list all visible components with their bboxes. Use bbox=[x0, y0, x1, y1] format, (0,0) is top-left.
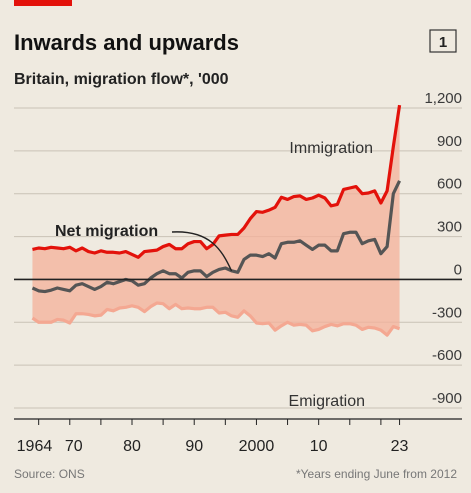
emigration-line bbox=[31, 301, 401, 337]
immigration-line bbox=[32, 104, 402, 259]
y-tick-label: 300 bbox=[437, 219, 462, 236]
axes: 1964 70 80 90 2000 10 23 bbox=[14, 278, 462, 455]
x-tick-label: 10 bbox=[310, 438, 328, 455]
y-tick-label: 900 bbox=[437, 133, 462, 150]
chart-subtitle: Britain, migration flow*, '000 bbox=[14, 71, 229, 88]
net-migration-leader-line bbox=[171, 231, 233, 272]
y-tick-label: -600 bbox=[432, 347, 462, 364]
x-tick-label: 2000 bbox=[239, 438, 275, 455]
y-tick-label: 1,200 bbox=[424, 90, 462, 107]
x-tick-label: 23 bbox=[391, 438, 409, 455]
x-tick-label: 70 bbox=[65, 438, 83, 455]
series-lines bbox=[31, 104, 402, 337]
brand-bar bbox=[14, 0, 72, 6]
annotations: Immigration Net migration Emigration bbox=[55, 140, 373, 410]
x-tick-label: 1964 bbox=[17, 438, 53, 455]
migration-band-area bbox=[32, 105, 400, 336]
x-tick-label: 80 bbox=[123, 438, 141, 455]
chart-number: 1 bbox=[439, 34, 447, 51]
source-note: Source: ONS bbox=[14, 467, 85, 481]
y-tick-label: 0 bbox=[454, 261, 462, 278]
y-tick-label: -900 bbox=[432, 390, 462, 407]
chart-title: Inwards and upwards bbox=[14, 30, 239, 55]
immigration-label: Immigration bbox=[289, 140, 373, 157]
area-fills bbox=[32, 105, 400, 336]
net-migration-line bbox=[31, 180, 401, 294]
y-tick-label: 600 bbox=[437, 176, 462, 193]
footnote: *Years ending June from 2012 bbox=[296, 467, 457, 481]
chart-number-badge bbox=[429, 29, 457, 53]
y-tick-label: -300 bbox=[432, 304, 462, 321]
emigration-label: Emigration bbox=[289, 393, 365, 410]
x-tick-label: 90 bbox=[185, 438, 203, 455]
net-migration-label: Net migration bbox=[55, 223, 158, 240]
